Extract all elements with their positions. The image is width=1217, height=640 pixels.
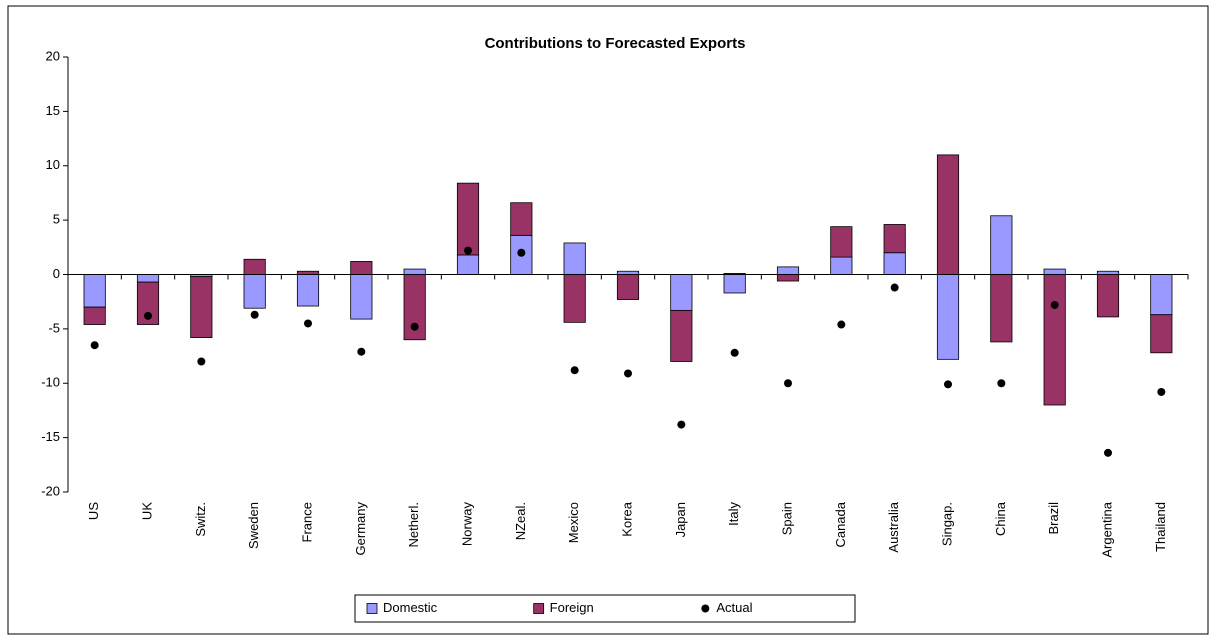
actual-point — [304, 319, 312, 328]
x-tick-label: Korea — [619, 501, 634, 536]
bar — [456, 254, 480, 275]
bar — [243, 258, 266, 275]
bar — [990, 215, 1013, 275]
bar — [190, 276, 213, 338]
legend-label: Foreign — [550, 600, 594, 615]
bar — [883, 224, 906, 254]
actual-point — [144, 311, 152, 320]
legend-swatch — [701, 604, 710, 613]
actual-point — [517, 248, 526, 257]
actual-point — [357, 347, 366, 356]
chart-title: Contributions to Forecasted Exports — [485, 35, 746, 52]
bar — [136, 274, 160, 283]
x-tick-label: Switz. — [193, 502, 208, 537]
y-tick-label: -10 — [41, 375, 60, 390]
bar — [83, 306, 106, 325]
bar — [563, 274, 586, 323]
bar — [776, 266, 800, 275]
bar — [830, 256, 853, 275]
actual-point — [197, 357, 206, 366]
bar — [83, 274, 106, 308]
bar — [670, 309, 693, 362]
bar — [883, 252, 906, 275]
legend-label: Domestic — [383, 600, 438, 615]
bar — [350, 274, 373, 320]
actual-point — [624, 369, 632, 378]
actual-point — [90, 341, 99, 350]
actual-point — [890, 283, 899, 292]
y-tick-label: 10 — [46, 157, 60, 172]
x-tick-label: Australia — [886, 501, 901, 552]
bar — [936, 154, 960, 275]
legend-label: Actual — [716, 600, 752, 615]
bar — [563, 242, 586, 275]
x-tick-label: China — [993, 501, 1008, 536]
bar — [1096, 274, 1120, 318]
actual-point — [1157, 387, 1166, 396]
bar — [616, 274, 640, 300]
actual-point — [410, 322, 419, 331]
x-tick-label: Thailand — [1153, 502, 1168, 552]
x-tick-label: Argentina — [1099, 501, 1114, 557]
bar — [510, 202, 533, 236]
actual-point — [997, 379, 1006, 388]
y-tick-label: 0 — [53, 266, 60, 281]
bar — [1150, 314, 1173, 354]
x-tick-label: France — [299, 502, 314, 542]
bar — [296, 274, 320, 307]
actual-point — [944, 380, 952, 389]
y-tick-label: 5 — [53, 212, 60, 227]
bar — [990, 274, 1013, 343]
legend-swatch — [366, 603, 378, 614]
bar — [403, 268, 426, 275]
bar — [456, 182, 480, 256]
x-tick-label: Italy — [726, 502, 741, 526]
bar — [723, 274, 746, 294]
actual-point — [837, 320, 846, 329]
bar — [1043, 274, 1066, 406]
chart-frame — [7, 5, 1209, 635]
y-tick-label: 15 — [46, 103, 60, 118]
actual-point — [784, 379, 792, 388]
legend-swatch — [533, 603, 545, 614]
actual-point — [1050, 300, 1059, 309]
x-tick-label: Brazil — [1046, 502, 1061, 535]
bar — [936, 274, 960, 360]
x-tick-label: Canada — [833, 501, 848, 547]
actual-point — [1104, 448, 1112, 457]
x-tick-label: Norway — [459, 502, 474, 547]
actual-point — [570, 366, 579, 375]
legend-box — [354, 594, 856, 623]
y-tick-label: -20 — [41, 483, 60, 498]
x-tick-label: Netherl. — [406, 502, 421, 548]
bar — [776, 274, 800, 282]
bar — [670, 274, 693, 311]
x-tick-label: Singap. — [939, 502, 954, 546]
bar — [1150, 274, 1173, 316]
x-tick-label: Spain — [779, 502, 794, 535]
x-tick-label: Sweden — [246, 502, 261, 549]
y-tick-label: -5 — [48, 320, 60, 335]
x-tick-label: Mexico — [566, 502, 581, 543]
bar — [1043, 268, 1066, 275]
y-tick-label: -15 — [41, 429, 60, 444]
y-tick-label: 20 — [46, 48, 60, 63]
x-tick-label: Germany — [353, 502, 368, 556]
x-tick-label: UK — [139, 502, 154, 520]
actual-point — [677, 420, 686, 429]
actual-point — [730, 348, 739, 357]
bar — [243, 274, 266, 309]
x-tick-label: US — [86, 502, 101, 520]
bar — [350, 261, 373, 275]
actual-point — [464, 246, 472, 255]
x-tick-label: Japan — [673, 502, 688, 537]
actual-point — [250, 310, 259, 319]
x-tick-label: NZeal. — [513, 502, 528, 540]
bar — [136, 281, 160, 325]
bar — [830, 226, 853, 258]
